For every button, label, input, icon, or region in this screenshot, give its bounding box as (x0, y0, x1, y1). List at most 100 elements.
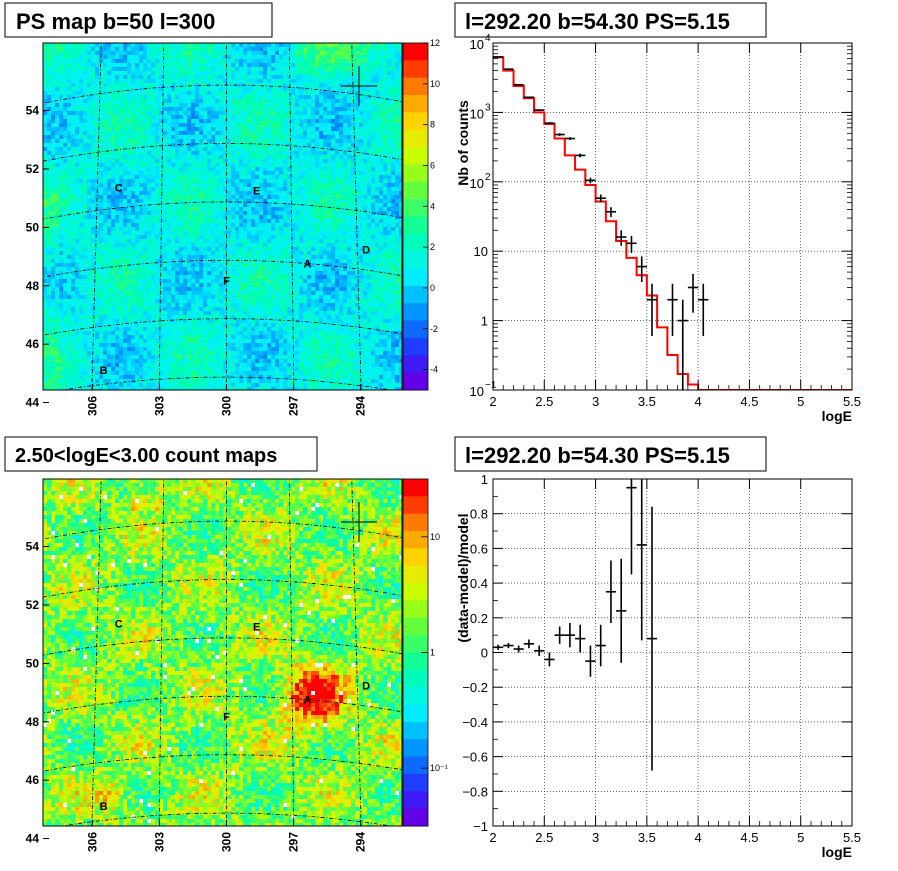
map1-pixel (163, 239, 167, 243)
map1-pixel (131, 163, 135, 167)
map1-pixel (263, 175, 267, 179)
map1-pixel (111, 231, 115, 235)
map1-pixel (207, 243, 211, 247)
map1-pixel (59, 191, 63, 195)
map1-pixel (127, 239, 131, 243)
map1-pixel (239, 159, 243, 163)
map1-pixel (59, 63, 63, 67)
map1-pixel (71, 95, 75, 99)
map1-pixel (111, 43, 115, 47)
map1-pixel (339, 151, 343, 155)
map1-pixel (151, 211, 155, 215)
map1-pixel (335, 247, 339, 251)
map1-pixel (139, 51, 143, 55)
map1-pixel (43, 87, 47, 91)
map1-pixel (359, 171, 363, 175)
map1-pixel (239, 75, 243, 79)
map1-pixel (347, 247, 351, 251)
map1-pixel (243, 79, 247, 83)
map1-pixel (275, 219, 279, 223)
map1-pixel (327, 239, 331, 243)
map1-pixel (263, 247, 267, 251)
map1-pixel (311, 167, 315, 171)
map1-pixel (139, 135, 143, 139)
map1-pixel (95, 159, 99, 163)
map1-pixel (187, 43, 191, 47)
map1-pixel (243, 195, 247, 199)
map1-pixel (167, 167, 171, 171)
map1-pixel (59, 67, 63, 71)
map1-pixel (363, 43, 367, 47)
map1-pixel (167, 147, 171, 151)
map1-pixel (355, 51, 359, 55)
map1-pixel (259, 231, 263, 235)
map1-pixel (203, 99, 207, 103)
map1-pixel (327, 135, 331, 139)
map1-pixel (303, 59, 307, 63)
map1-pixel (191, 115, 195, 119)
map1-pixel (311, 183, 315, 187)
map1-pixel (175, 227, 179, 231)
map1-pixel (143, 259, 147, 263)
map1-pixel (367, 199, 371, 203)
map1-pixel (259, 55, 263, 59)
map1-pixel (343, 71, 347, 75)
map1-pixel (103, 119, 107, 123)
map1-pixel (79, 143, 83, 147)
map1-pixel (247, 135, 251, 139)
map1-pixel (287, 215, 291, 219)
map1-pixel (83, 223, 87, 227)
map1-pixel (231, 163, 235, 167)
map1-pixel (131, 91, 135, 95)
map1-pixel (339, 71, 343, 75)
map1-pixel (55, 219, 59, 223)
map1-pixel (311, 75, 315, 79)
map1-pixel (151, 159, 155, 163)
map1-pixel (91, 135, 95, 139)
map1-pixel (131, 111, 135, 115)
map1-pixel (215, 59, 219, 63)
map1-pixel (239, 83, 243, 87)
map1-pixel (247, 143, 251, 147)
map1-pixel (203, 175, 207, 179)
map1-pixel (283, 147, 287, 151)
map1-pixel (243, 223, 247, 227)
map1-pixel (183, 247, 187, 251)
map1-pixel (227, 103, 231, 107)
map1-pixel (127, 87, 131, 91)
map1-pixel (339, 171, 343, 175)
map1-pixel (363, 135, 367, 139)
map1-pixel (279, 159, 283, 163)
map1-pixel (307, 63, 311, 67)
map1-pixel (55, 79, 59, 83)
map1-pixel (167, 211, 171, 215)
map1-pixel (107, 155, 111, 159)
map1-pixel (115, 159, 119, 163)
map1-pixel (375, 211, 379, 215)
map1-pixel (243, 183, 247, 187)
map1-pixel (307, 203, 311, 207)
map1-pixel (147, 163, 151, 167)
map1-pixel (207, 55, 211, 59)
map1-pixel (123, 259, 127, 263)
map1-pixel (287, 235, 291, 239)
map1-pixel (119, 195, 123, 199)
map1-pixel (123, 207, 127, 211)
map1-pixel (163, 183, 167, 187)
map1-pixel (155, 199, 159, 203)
map1-pixel (119, 59, 123, 63)
map1-pixel (387, 147, 391, 151)
map1-pixel (207, 147, 211, 151)
map1-pixel (299, 259, 303, 263)
map1-pixel (279, 55, 283, 59)
map1-pixel (359, 211, 363, 215)
map1-pixel (267, 223, 271, 227)
map1-pixel (367, 115, 371, 119)
map1-pixel (283, 83, 287, 87)
map1-pixel (115, 131, 119, 135)
map1-pixel (275, 99, 279, 103)
map1-pixel (107, 135, 111, 139)
map1-pixel (67, 91, 71, 95)
map1-pixel (239, 43, 243, 47)
map1-pixel (323, 183, 327, 187)
